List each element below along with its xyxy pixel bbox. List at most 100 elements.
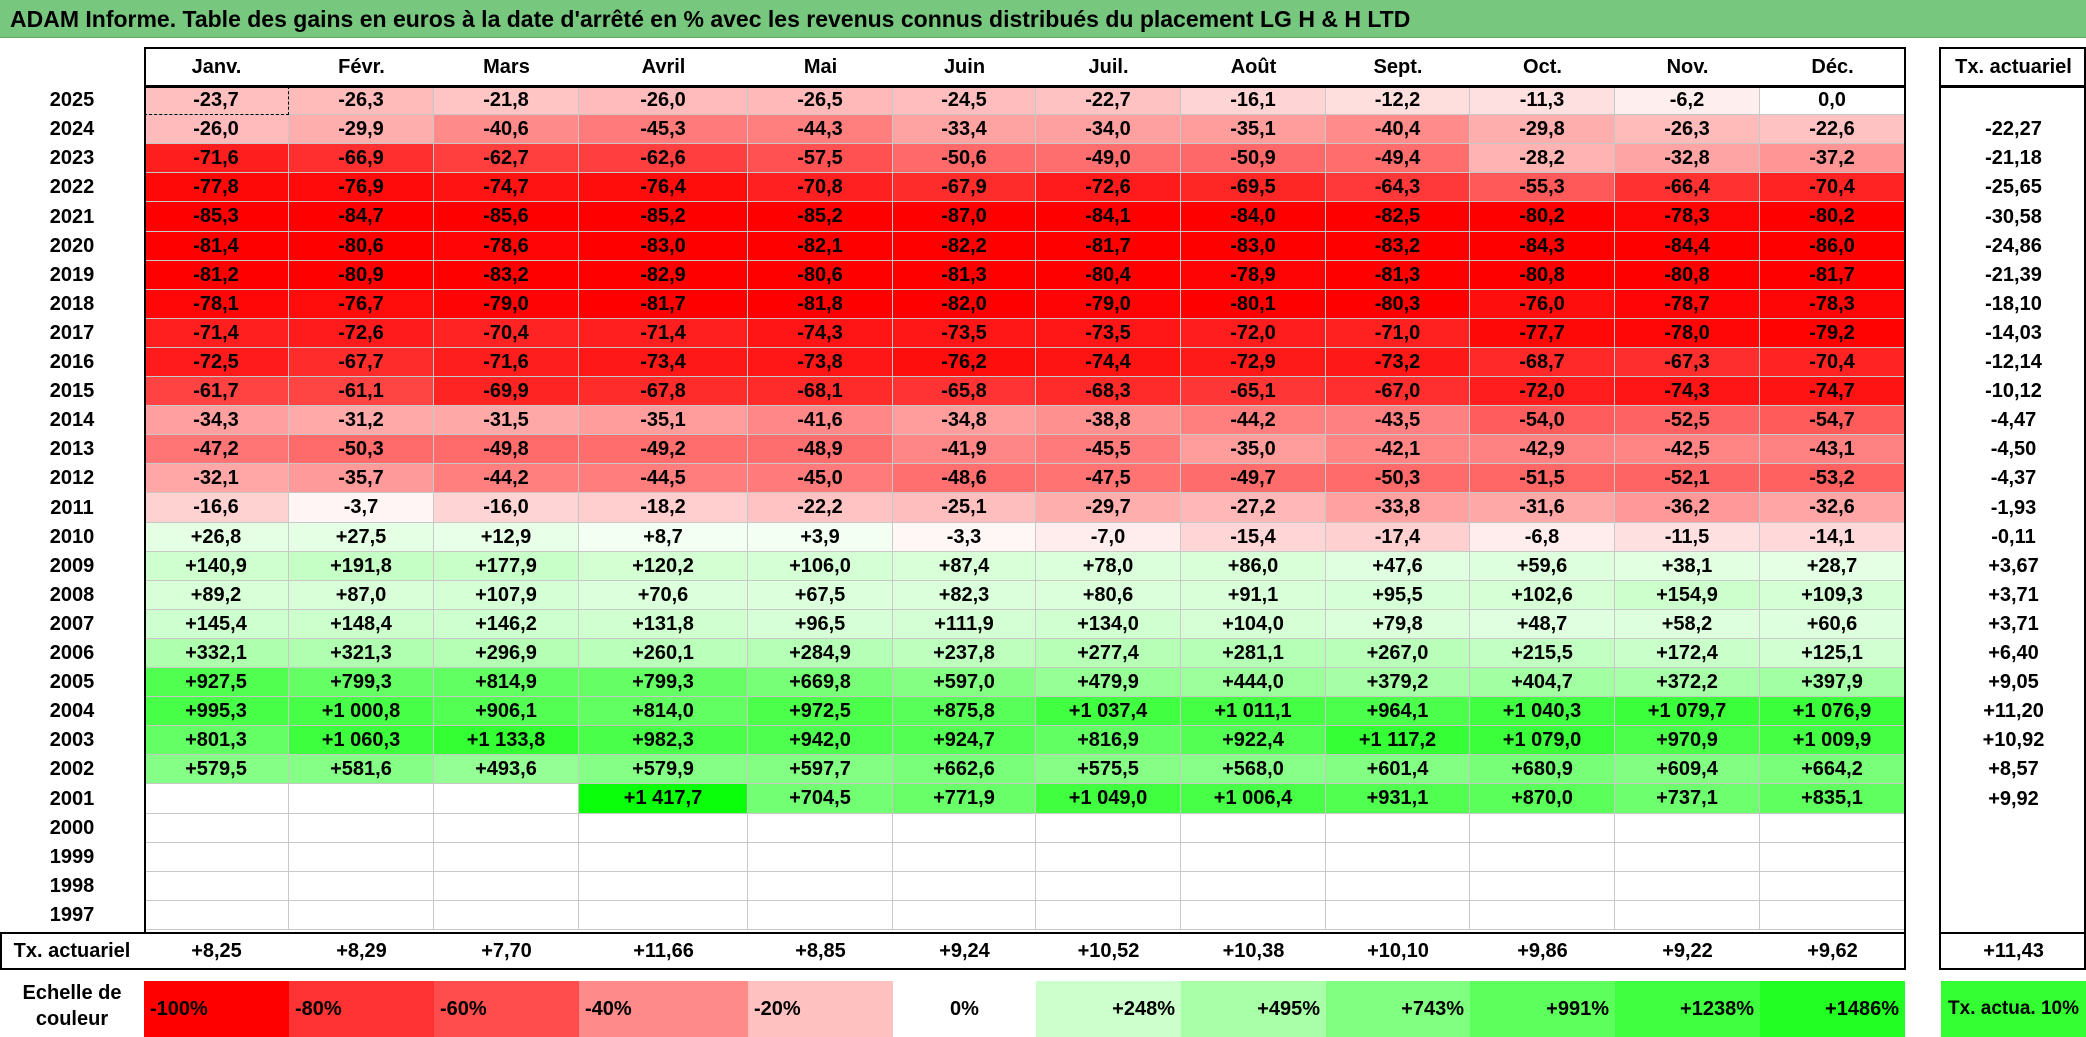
gain-cell: -23,7 <box>144 86 289 115</box>
gain-cell: -80,8 <box>1615 261 1760 290</box>
gain-cell: +79,8 <box>1326 610 1470 639</box>
gain-cell: +579,9 <box>579 755 748 784</box>
gain-cell: +321,3 <box>289 639 434 668</box>
gain-cell: +1 417,7 <box>579 784 748 814</box>
footer-tx-cell: +9,62 <box>1807 939 1858 962</box>
gain-cell: -41,6 <box>748 406 893 435</box>
gain-cell <box>1615 843 1760 872</box>
legend-swatch: +495% <box>1181 981 1326 1037</box>
gain-cell: +67,5 <box>748 581 893 610</box>
gain-cell: -81,3 <box>893 261 1036 290</box>
gain-cell: -72,5 <box>144 348 289 377</box>
row-tx-actuariel <box>1941 814 2086 843</box>
gain-cell: +78,0 <box>1036 552 1181 581</box>
gain-cell: -43,5 <box>1326 406 1470 435</box>
gain-cell: -71,6 <box>144 144 289 173</box>
gain-cell: -53,2 <box>1760 464 1905 493</box>
year-label: 2016 <box>49 351 95 373</box>
gain-cell: -45,5 <box>1036 435 1181 464</box>
gain-cell: -70,4 <box>1760 348 1905 377</box>
gain-cell: +70,6 <box>579 581 748 610</box>
gain-cell: -50,3 <box>289 435 434 464</box>
gain-cell: -72,0 <box>1181 319 1326 348</box>
row-tx-actuariel: -4,47 <box>1990 409 2037 431</box>
row-tx-actuariel: -24,86 <box>1985 235 2042 257</box>
gain-cell: -82,1 <box>748 232 893 261</box>
gain-cell: -11,5 <box>1615 523 1760 552</box>
gain-cell: +86,0 <box>1181 552 1326 581</box>
gain-cell: -80,2 <box>1470 202 1615 232</box>
gain-cell: +799,3 <box>289 668 434 697</box>
footer-tx-cell: +10,10 <box>1367 939 1429 962</box>
gain-cell: -49,8 <box>434 435 579 464</box>
gain-cell: -21,8 <box>434 86 579 115</box>
gain-cell: +601,4 <box>1326 755 1470 784</box>
gain-cell <box>1615 872 1760 901</box>
gain-cell <box>1181 814 1326 843</box>
month-header: Avril <box>641 55 686 78</box>
gain-cell: -18,2 <box>579 493 748 523</box>
gain-cell: -84,3 <box>1470 232 1615 261</box>
gain-cell: +3,9 <box>748 523 893 552</box>
legend-swatch: +248% <box>1036 981 1181 1037</box>
gain-cell: -16,1 <box>1181 86 1326 115</box>
gain-cell: -43,1 <box>1760 435 1905 464</box>
year-label: 2005 <box>49 671 95 693</box>
gain-cell: +140,9 <box>144 552 289 581</box>
gain-cell: +1 009,9 <box>1760 726 1905 755</box>
gain-cell: -81,8 <box>748 290 893 319</box>
gain-cell: -71,0 <box>1326 319 1470 348</box>
gain-cell: -84,1 <box>1036 202 1181 232</box>
gain-cell: -32,8 <box>1615 144 1760 173</box>
legend-swatch: -40% <box>579 981 748 1037</box>
gain-cell: -48,6 <box>893 464 1036 493</box>
gain-cell: +8,7 <box>579 523 748 552</box>
gain-cell: +835,1 <box>1760 784 1905 814</box>
gain-cell <box>1760 814 1905 843</box>
gain-cell: -34,8 <box>893 406 1036 435</box>
row-tx-actuariel <box>1941 843 2086 872</box>
gain-cell: +372,2 <box>1615 668 1760 697</box>
gain-cell: -34,3 <box>144 406 289 435</box>
year-label: 2002 <box>49 758 95 780</box>
row-tx-actuariel: +3,71 <box>1988 613 2039 635</box>
gain-cell <box>893 814 1036 843</box>
gain-cell: +575,5 <box>1036 755 1181 784</box>
gain-cell: +80,6 <box>1036 581 1181 610</box>
gain-cell: -49,7 <box>1181 464 1326 493</box>
gain-cell: -36,2 <box>1615 493 1760 523</box>
gain-cell <box>434 784 579 814</box>
gain-cell: +267,0 <box>1326 639 1470 668</box>
gain-cell: +737,1 <box>1615 784 1760 814</box>
gain-cell: -44,2 <box>434 464 579 493</box>
legend-swatch: -80% <box>289 981 434 1037</box>
gain-cell: -76,0 <box>1470 290 1615 319</box>
gain-cell: +48,7 <box>1470 610 1615 639</box>
gain-cell: -76,9 <box>289 173 434 202</box>
month-header: Mai <box>803 55 838 78</box>
footer-tx-cell: +11,66 <box>633 939 694 962</box>
gain-cell: -31,6 <box>1470 493 1615 523</box>
gain-cell: -44,5 <box>579 464 748 493</box>
legend-swatch: +1238% <box>1615 981 1760 1037</box>
gain-cell: +148,4 <box>289 610 434 639</box>
gain-cell: -29,8 <box>1470 115 1615 144</box>
gain-cell: -38,8 <box>1036 406 1181 435</box>
gain-cell <box>1326 814 1470 843</box>
gain-cell: +154,9 <box>1615 581 1760 610</box>
gain-cell: -65,1 <box>1181 377 1326 406</box>
gain-cell: -41,9 <box>893 435 1036 464</box>
gain-cell <box>893 872 1036 901</box>
gain-cell: -79,0 <box>1036 290 1181 319</box>
gain-cell <box>144 784 289 814</box>
gain-cell: +444,0 <box>1181 668 1326 697</box>
gain-cell: +59,6 <box>1470 552 1615 581</box>
gain-cell <box>1470 872 1615 901</box>
report-title: ADAM Informe. Table des gains en euros à… <box>0 0 2086 38</box>
gain-cell: -49,4 <box>1326 144 1470 173</box>
gain-cell: -22,2 <box>748 493 893 523</box>
gain-cell: -67,3 <box>1615 348 1760 377</box>
gain-cell: -67,0 <box>1326 377 1470 406</box>
gain-cell: +662,6 <box>893 755 1036 784</box>
